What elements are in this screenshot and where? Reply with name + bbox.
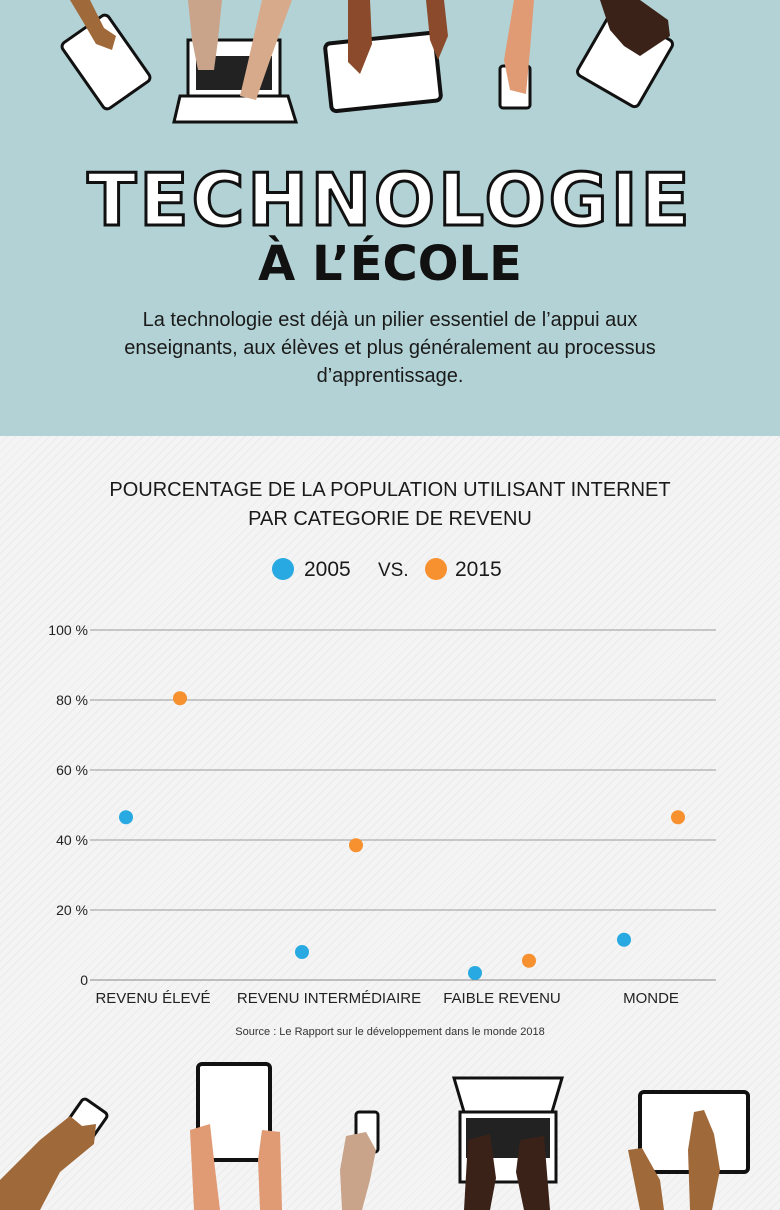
legend-label-2005: 2005: [304, 558, 351, 581]
hand-icon: [688, 1110, 720, 1210]
tablet-icon: [60, 13, 152, 111]
hand-icon: [70, 0, 116, 50]
hand-icon: [340, 1132, 376, 1210]
hand-icon: [190, 1124, 220, 1210]
hand-icon: [188, 0, 222, 70]
hand-icon: [504, 0, 534, 94]
y-tick-label: 20 %: [56, 902, 88, 918]
data-point-2015: [173, 691, 187, 706]
y-tick-label: 100 %: [48, 622, 88, 638]
hand-icon: [464, 1134, 496, 1210]
x-category-label: REVENU INTERMÉDIAIRE: [237, 990, 421, 1007]
data-point-2005: [119, 810, 133, 825]
hand-icon: [600, 0, 670, 56]
hand-icon: [240, 0, 292, 100]
legend-label-2015: 2015: [455, 558, 502, 581]
y-tick-label: 80 %: [56, 692, 88, 708]
hand-icon: [258, 1130, 282, 1210]
legend-dot-2005: [272, 558, 294, 580]
data-point-2005: [295, 945, 309, 959]
data-point-2015: [671, 810, 685, 825]
x-category-label: MONDE: [623, 990, 679, 1007]
source-note: Source : Le Rapport sur le développement…: [235, 1026, 545, 1038]
page-subtitle: À L’ÉCOLE: [258, 236, 522, 292]
chart-legend: 2005 VS. 2015: [0, 556, 780, 590]
hand-icon: [348, 0, 372, 74]
hand-icon: [0, 1116, 96, 1210]
data-point-2005: [468, 966, 482, 980]
x-category-label: REVENU ÉLEVÉ: [95, 990, 210, 1007]
header-panel: TECHNOLOGIE À L’ÉCOLE La technologie est…: [0, 0, 780, 436]
hand-icon: [628, 1148, 664, 1210]
intro-text: La technologie est déjà un pilier essent…: [124, 309, 656, 387]
y-tick-label: 40 %: [56, 832, 88, 848]
data-point-2005: [617, 932, 631, 947]
legend-dot-2015: [425, 558, 447, 580]
tablet-icon: [196, 1062, 272, 1162]
hands-devices-illustration-top: [60, 0, 674, 124]
data-point-2015: [349, 838, 363, 853]
hand-icon: [426, 0, 448, 60]
chart-title: POURCENTAGE DE LA POPULATION UTILISANT I…: [109, 479, 671, 530]
x-category-label: FAIBLE REVENU: [443, 990, 561, 1007]
data-point-2015: [522, 953, 536, 968]
y-tick-label: 0: [80, 972, 88, 988]
legend-vs: VS.: [378, 560, 409, 581]
y-tick-label: 60 %: [56, 762, 88, 778]
page-title: TECHNOLOGIE: [86, 157, 693, 244]
chart-panel: [0, 436, 780, 1210]
hand-icon: [516, 1136, 550, 1210]
